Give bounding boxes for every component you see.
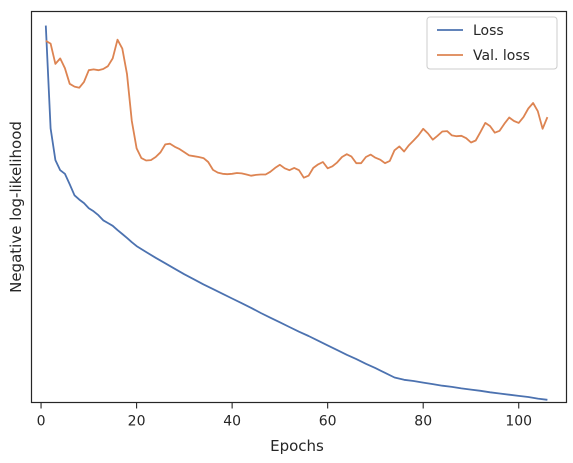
x-tick-label: 40 xyxy=(223,414,241,430)
y-axis-label: Negative log-likelihood xyxy=(7,121,25,293)
series-line-val-loss xyxy=(45,38,549,179)
x-tick-label: 80 xyxy=(414,414,432,430)
plot-frame xyxy=(30,10,568,404)
x-axis: 0 20 40 60 80 100 xyxy=(37,402,532,430)
legend: Loss Val. loss xyxy=(426,16,558,70)
x-tick-label: 100 xyxy=(505,414,532,430)
plot-area xyxy=(44,25,549,401)
x-tick-label: 0 xyxy=(37,414,46,430)
legend-label-val-loss: Val. loss xyxy=(473,48,530,64)
x-tick-label: 20 xyxy=(128,414,146,430)
x-axis-label: Epochs xyxy=(270,437,324,455)
legend-label-loss: Loss xyxy=(473,23,504,39)
x-tick-label: 60 xyxy=(319,414,337,430)
series-line-loss xyxy=(44,25,548,401)
